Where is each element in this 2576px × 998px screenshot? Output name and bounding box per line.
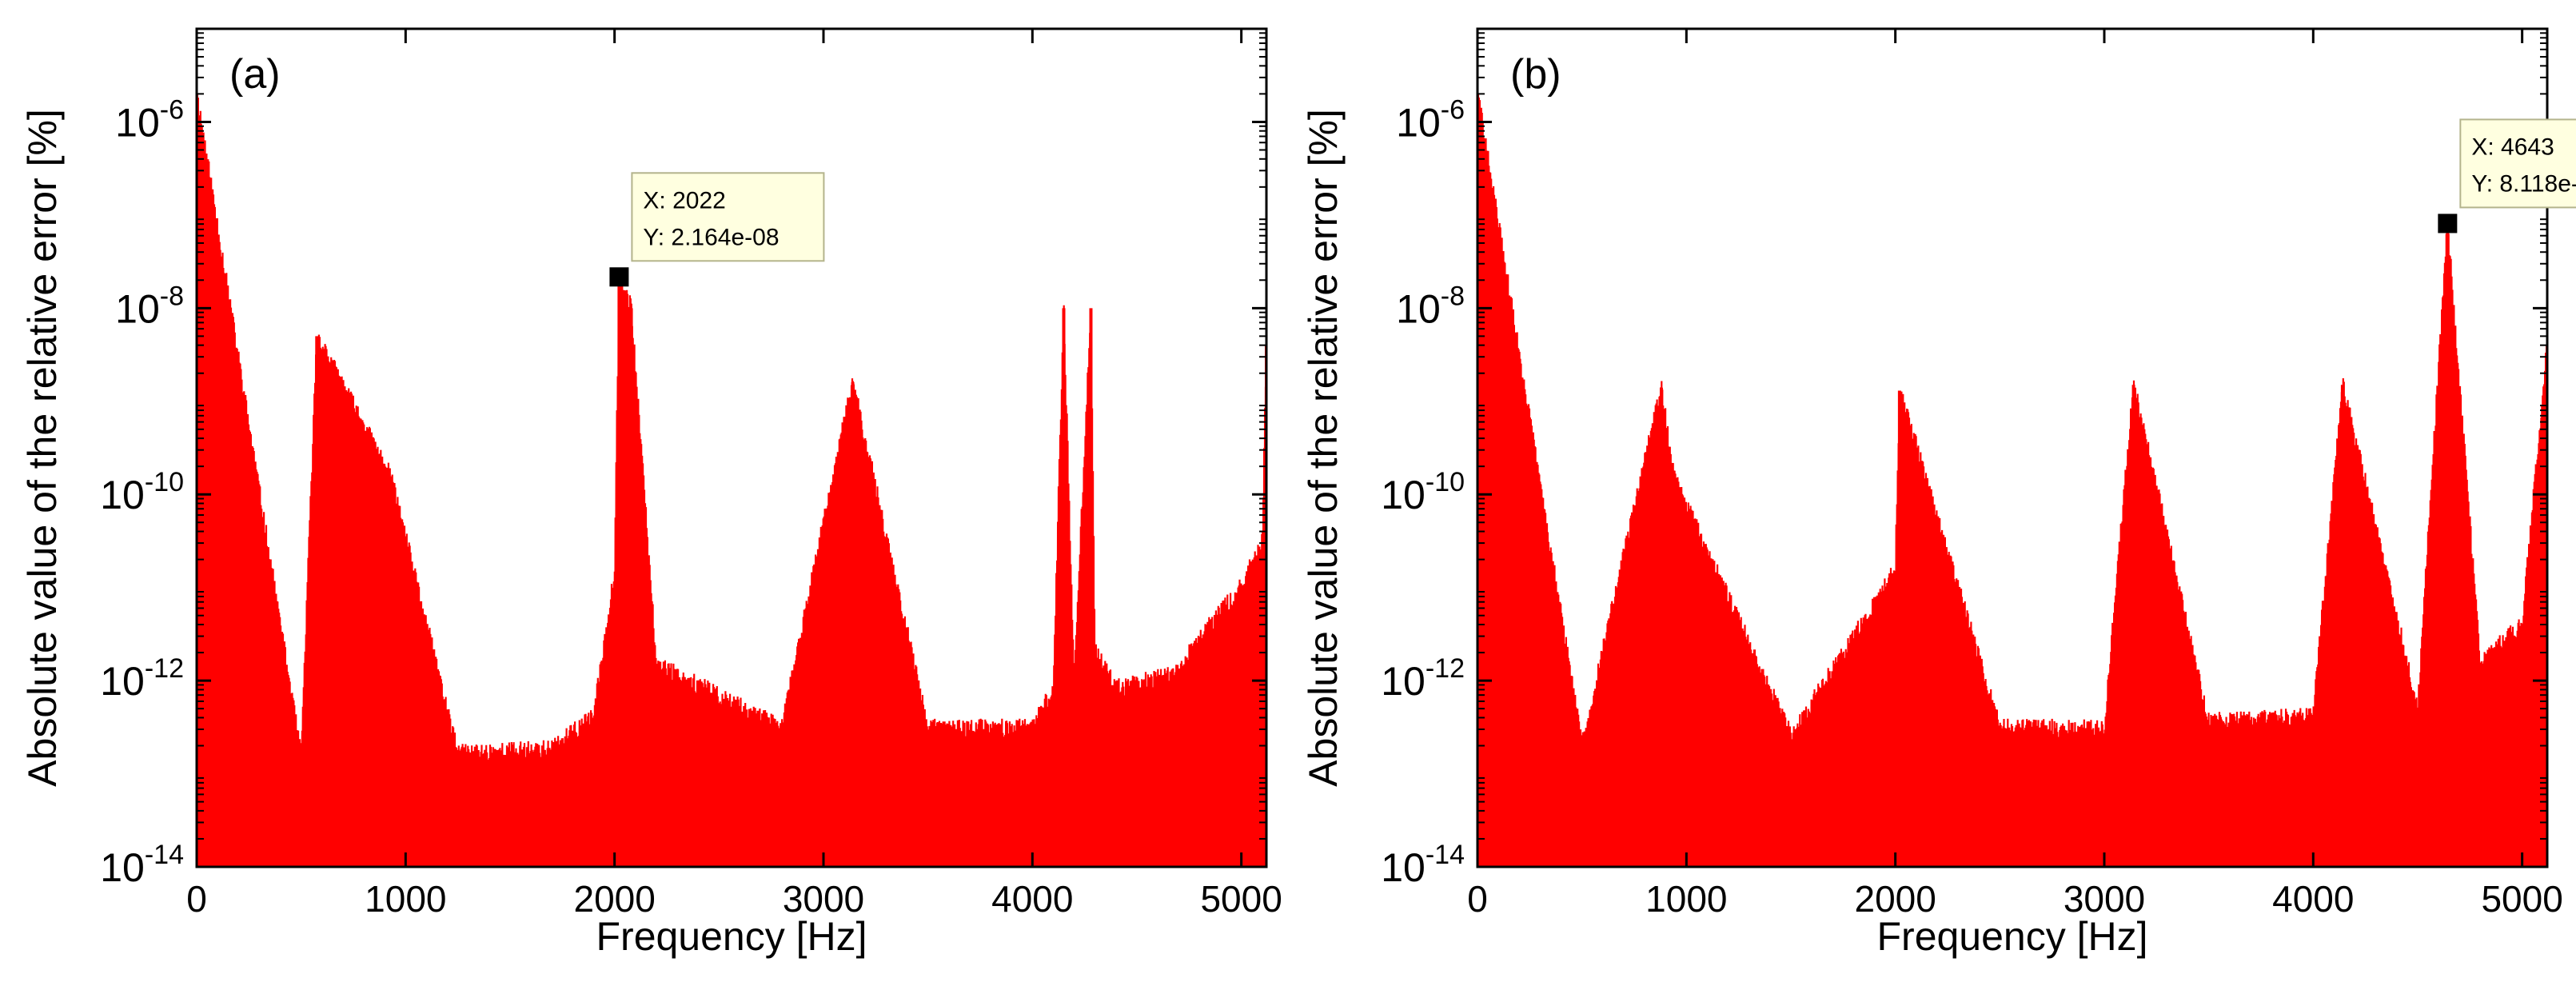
- panel-a-trace-group: [197, 94, 1266, 867]
- panel-a-datatip-y: Y: 2.164e-08: [643, 224, 779, 250]
- panel-a-x-tick-labels: 0 1000 2000 3000 4000 5000: [186, 878, 1282, 920]
- panel-a-x-tick-label: 2000: [573, 878, 655, 920]
- panel-b-x-tick-label: 4000: [2272, 878, 2354, 920]
- panel-a-datatip-marker: [609, 267, 629, 287]
- panel-a-y-tick-label: 10-10: [100, 467, 184, 517]
- panel-a-x-tick-label: 4000: [991, 878, 1073, 920]
- panel-b-y-tick-label: 10-14: [1381, 840, 1465, 890]
- panel-b-y-tick-label: 10-12: [1381, 653, 1465, 704]
- panel-b-x-tick-label: 2000: [1854, 878, 1936, 920]
- panel-a-datatip[interactable]: X: 2022 Y: 2.164e-08: [609, 172, 825, 287]
- panel-a-y-axis-label: Absolute value of the relative error [%]: [20, 109, 65, 787]
- panel-b-axes-box: [1476, 27, 2549, 868]
- panel-b-x-tick-label: 5000: [2481, 878, 2562, 920]
- panel-a-x-tick-label: 3000: [783, 878, 864, 920]
- panel-b: 10-14 10-12 10-10 10-8 10-6 0 1000 2000 3000 400…: [1301, 27, 2576, 959]
- panel-a-error-band: [197, 753, 1266, 867]
- panel-b-label: (b): [1510, 51, 1561, 98]
- panel-b-x-tick-label: 1000: [1645, 878, 1727, 920]
- panel-a-x-axis-label: Frequency [Hz]: [596, 914, 867, 959]
- panel-b-y-tick-labels: 10-14 10-12 10-10 10-8 10-6: [1381, 94, 1465, 890]
- panel-a-plot-area: [197, 94, 1266, 867]
- panel-b-datatip-x: X: 4643: [2471, 134, 2554, 160]
- panel-a-x-tick-label: 5000: [1200, 878, 1282, 920]
- panel-a-x-tick-label: 1000: [365, 878, 446, 920]
- panel-b-y-axis-label: Absolute value of the relative error [%]: [1301, 109, 1346, 787]
- panel-a-datatip-box: [631, 172, 825, 262]
- panel-a: 10-14 10-12 10-10 10-8 10-6 0 1000 2000 3000 400…: [20, 27, 1282, 959]
- panel-b-y-tick-label: 10-8: [1396, 281, 1465, 331]
- panel-b-datatip-box: [2459, 118, 2576, 209]
- panel-a-axes-box: [195, 27, 1268, 868]
- panel-a-x-tick-label: 0: [186, 878, 207, 920]
- panel-a-y-tick-label: 10-12: [100, 653, 184, 704]
- panel-b-datatip-marker: [2438, 214, 2458, 234]
- panel-b-error-band: [1477, 753, 2547, 867]
- panel-b-x-tick-label: 0: [1467, 878, 1488, 920]
- panel-b-y-tick-label: 10-10: [1381, 467, 1465, 517]
- panel-a-y-tick-label: 10-8: [115, 281, 184, 331]
- panel-b-trace-group: [1477, 93, 2547, 867]
- panel-a-y-tick-labels: 10-14 10-12 10-10 10-8 10-6: [100, 94, 184, 890]
- panel-a-datatip-x: X: 2022: [643, 187, 725, 214]
- panel-b-y-tick-label: 10-6: [1396, 94, 1465, 145]
- panel-b-datatip-y: Y: 8.118e-08: [2471, 170, 2576, 197]
- panel-b-x-axis-label: Frequency [Hz]: [1876, 914, 2147, 959]
- panel-a-y-tick-label: 10-6: [115, 94, 184, 145]
- panel-b-x-tick-label: 3000: [2064, 878, 2145, 920]
- panel-b-plot-area: [1477, 93, 2547, 867]
- panel-a-label: (a): [229, 51, 281, 98]
- panel-a-y-tick-label: 10-14: [100, 840, 184, 890]
- panel-b-datatip[interactable]: X: 4643 Y: 8.118e-08: [2438, 118, 2576, 234]
- panel-b-x-tick-labels: 0 1000 2000 3000 4000 5000: [1467, 878, 2563, 920]
